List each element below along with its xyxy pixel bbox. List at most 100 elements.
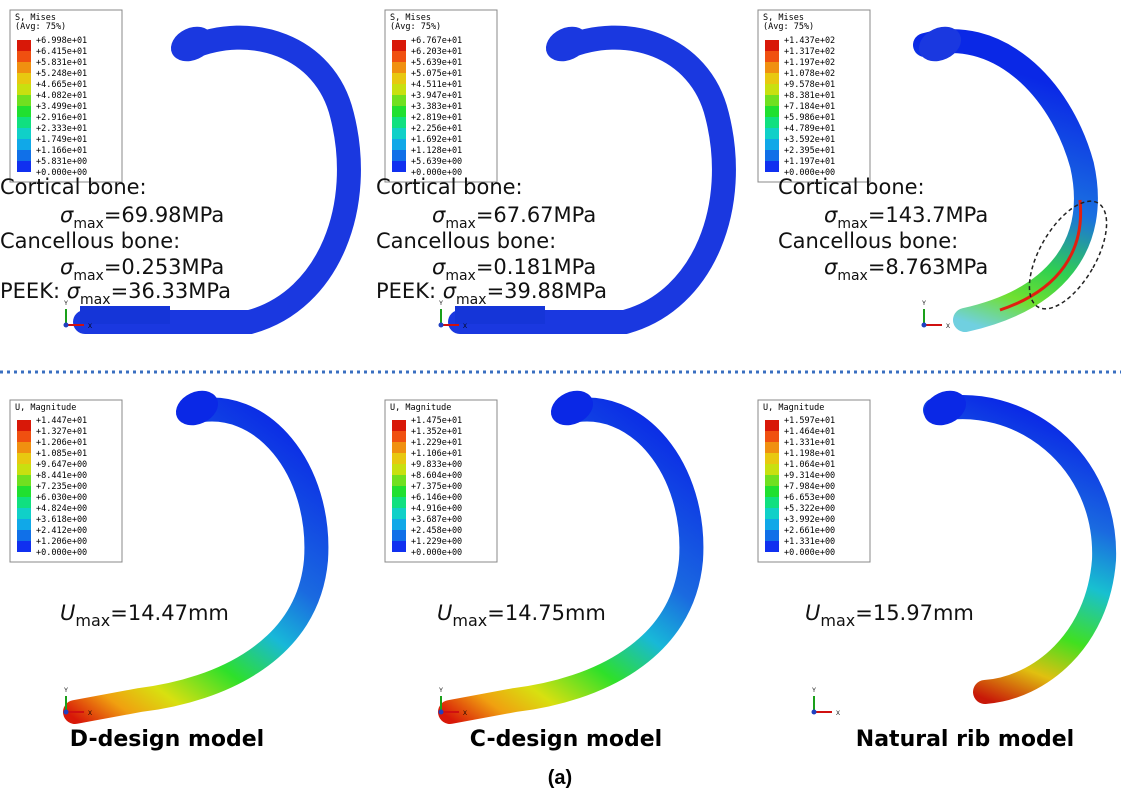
legend-subtitle: (Avg: 75%) (390, 22, 441, 32)
legend-label: +1.166e+01 (36, 146, 87, 156)
legend-swatch (765, 117, 779, 128)
model-label: D-design model (70, 727, 264, 752)
legend-title: U, Magnitude (15, 403, 76, 413)
legend-label: +2.333e+01 (36, 124, 87, 134)
legend-swatch (17, 508, 31, 519)
legend-swatch (392, 420, 406, 431)
model-label: Natural rib model (856, 727, 1074, 752)
legend-swatch (765, 530, 779, 541)
legend-label: +1.464e+01 (784, 427, 835, 437)
legend-swatch (17, 161, 31, 172)
legend-label: +1.447e+01 (36, 416, 87, 426)
legend-label: +4.916e+00 (411, 504, 462, 514)
legend-label: +5.639e+00 (411, 157, 462, 167)
legend-swatch (392, 117, 406, 128)
annotation: Cancellous bone: (376, 229, 556, 253)
legend-swatch (392, 161, 406, 172)
legend-label: +1.206e+00 (36, 537, 87, 547)
legend-label: +6.415e+01 (36, 47, 87, 57)
model-label: C-design model (470, 727, 662, 752)
legend-swatch (765, 486, 779, 497)
triad-x-label: X (946, 324, 950, 330)
triad-x-label: X (836, 711, 840, 717)
legend-label: +5.322e+00 (784, 504, 835, 514)
legend-swatch (17, 117, 31, 128)
legend-label: +7.184e+01 (784, 102, 835, 112)
legend-swatch (17, 51, 31, 62)
legend-label: +1.229e+00 (411, 537, 462, 547)
annotation-text: =39.88MPa (487, 279, 607, 303)
legend-swatch (765, 150, 779, 161)
legend-label: +1.128e+01 (411, 146, 462, 156)
annotation-symbol: U (437, 601, 452, 625)
annotation: σmax=8.763MPa (824, 255, 988, 284)
rib-head (170, 384, 223, 432)
legend-label: +9.647e+00 (36, 460, 87, 470)
legend-swatch (392, 51, 406, 62)
legend-swatch (392, 62, 406, 73)
legend-swatch (765, 161, 779, 172)
legend-label: +6.767e+01 (411, 36, 462, 46)
legend-label: +2.916e+01 (36, 113, 87, 123)
legend-label: +1.197e+01 (784, 157, 835, 167)
annotation-subscript: max (80, 292, 111, 308)
legend-label: +1.206e+01 (36, 438, 87, 448)
annotation-prefix: PEEK: (376, 279, 443, 303)
legend-label: +1.749e+01 (36, 135, 87, 145)
legend-swatch (392, 541, 406, 552)
legend-swatch (392, 431, 406, 442)
annotation: PEEK: σmax=36.33MPa (0, 279, 231, 308)
legend-label: +4.824e+00 (36, 504, 87, 514)
legend-label: +2.412e+00 (36, 526, 87, 536)
legend-label: +2.256e+01 (411, 124, 462, 134)
legend-label: +2.458e+00 (411, 526, 462, 536)
annotation-text: =0.181MPa (476, 255, 596, 279)
annotation-text: =15.97mm (855, 601, 974, 625)
legend-label: +1.597e+01 (784, 416, 835, 426)
legend-swatch (392, 453, 406, 464)
annotation-symbol: σ (67, 279, 81, 303)
triad-origin (64, 710, 69, 715)
legend-label: +1.106e+01 (411, 449, 462, 459)
legend-swatch (392, 519, 406, 530)
annotation: Cortical bone: (0, 175, 147, 199)
legend-swatch (765, 139, 779, 150)
legend-label: +1.331e+00 (784, 537, 835, 547)
annotation-subscript: max (837, 268, 868, 284)
annotation-text: Cortical bone: (0, 175, 147, 199)
triad-y-label: Y (64, 688, 68, 694)
legend-label: +3.592e+01 (784, 135, 835, 145)
legend-label: +6.653e+00 (784, 493, 835, 503)
rib-head (540, 20, 593, 68)
annotation: σmax=143.7MPa (824, 203, 988, 232)
legend-label: +7.235e+00 (36, 482, 87, 492)
triad-origin (64, 323, 69, 328)
legend-swatch (392, 139, 406, 150)
legend-swatch (17, 530, 31, 541)
legend-label: +6.998e+01 (36, 36, 87, 46)
annotation: Cancellous bone: (0, 229, 180, 253)
legend-swatch (765, 541, 779, 552)
annotation: Umax=14.75mm (437, 601, 606, 630)
legend-label: +2.819e+01 (411, 113, 462, 123)
annotation-symbol: σ (432, 203, 446, 227)
annotation-text: Cancellous bone: (778, 229, 958, 253)
legend-swatch (765, 95, 779, 106)
legend-swatch (17, 139, 31, 150)
legend-swatch (17, 150, 31, 161)
legend-label: +3.947e+01 (411, 91, 462, 101)
legend-label: +8.381e+01 (784, 91, 835, 101)
legend-label: +3.383e+01 (411, 102, 462, 112)
legend-swatch (765, 40, 779, 51)
legend-label: +1.197e+02 (784, 58, 835, 68)
annotation-text: =67.67MPa (476, 203, 596, 227)
annotation-subscript: max (456, 292, 487, 308)
legend-swatch (392, 486, 406, 497)
legend-swatch (17, 40, 31, 51)
legend-swatch (17, 475, 31, 486)
rib-model (935, 407, 1104, 692)
implant-plate (80, 306, 170, 324)
legend-swatch (17, 497, 31, 508)
legend-label: +6.203e+01 (411, 47, 462, 57)
legend-swatch (765, 51, 779, 62)
